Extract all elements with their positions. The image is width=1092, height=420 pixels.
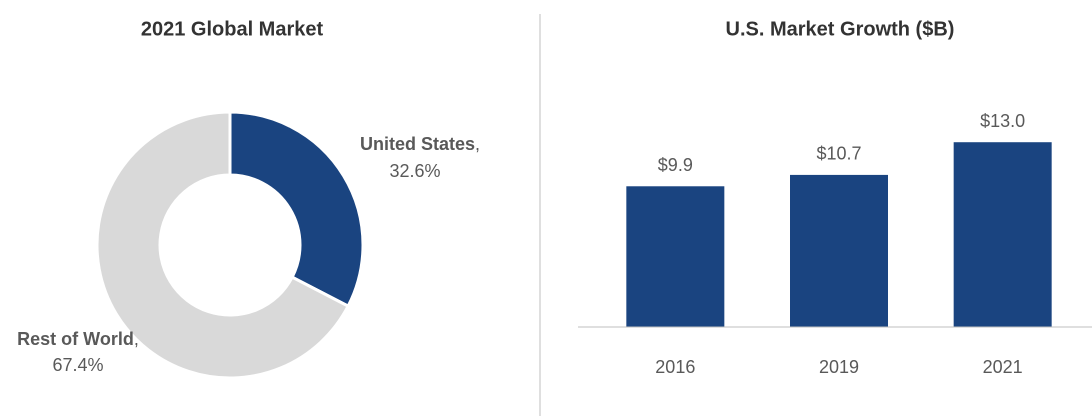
bar-value-label: $10.7 xyxy=(816,144,861,164)
bar xyxy=(790,174,888,327)
chart-title: 2021 Global Market xyxy=(141,18,324,40)
x-tick-label: 2016 xyxy=(655,357,695,377)
donut-slice xyxy=(228,110,365,309)
x-tick-label: 2019 xyxy=(819,357,859,377)
slice-value-label: 32.6% xyxy=(389,161,440,181)
slice-label: United States, xyxy=(360,134,480,154)
bar-value-label: $13.0 xyxy=(980,111,1025,131)
bar xyxy=(626,186,725,327)
donut-slice xyxy=(95,110,351,380)
slice-value-label: 67.4% xyxy=(52,355,103,375)
bar xyxy=(953,142,1052,327)
bar-value-label: $9.9 xyxy=(658,155,693,175)
slice-name: Rest of World xyxy=(17,329,134,349)
slice-name: United States xyxy=(360,134,475,154)
chart-title: U.S. Market Growth ($B) xyxy=(726,18,955,40)
label-separator: , xyxy=(475,134,480,154)
slice-label: Rest of World, xyxy=(17,329,139,349)
label-separator: , xyxy=(134,329,139,349)
x-tick-label: 2021 xyxy=(983,357,1023,377)
